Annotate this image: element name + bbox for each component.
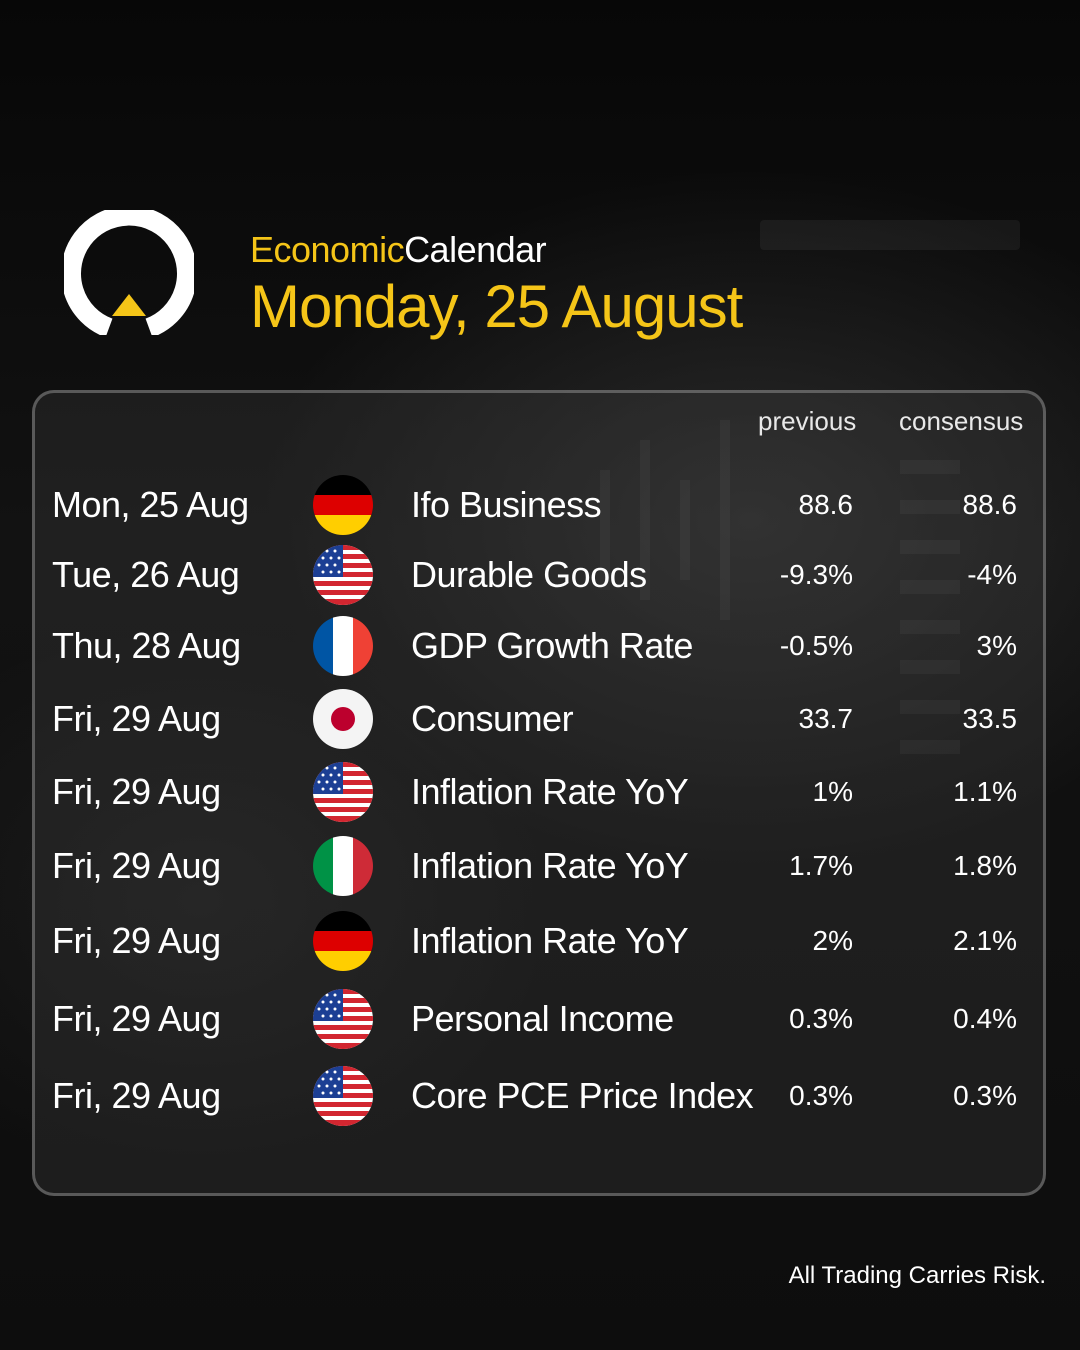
event-previous: 33.7: [798, 703, 854, 734]
event-consensus: 3%: [976, 630, 1017, 661]
table-row: Fri, 29 Aug Inflation Rate YoY 2% 2.1%: [0, 911, 1080, 971]
event-name: Ifo Business: [411, 484, 602, 525]
event-date: Thu, 28 Aug: [52, 625, 241, 666]
table-row: Fri, 29 Aug Personal Income 0.3% 0.4%: [0, 989, 1080, 1049]
page-title: Monday, 25 August: [250, 273, 743, 340]
event-name: Consumer: [411, 698, 574, 739]
event-previous: 0.3%: [789, 1003, 853, 1034]
event-name: GDP Growth Rate: [411, 625, 693, 666]
table-row: Tue, 26 Aug Durable Goods -9.3% -4%: [0, 545, 1080, 605]
event-previous: 0.3%: [789, 1080, 853, 1111]
header-title-word1: Economic: [250, 229, 405, 270]
usa-flag-icon: [313, 989, 373, 1049]
header-title: EconomicCalendar: [250, 228, 547, 272]
event-consensus: 1.1%: [953, 776, 1017, 807]
event-date: Fri, 29 Aug: [52, 845, 221, 886]
event-previous: -9.3%: [779, 559, 853, 590]
table-row: Fri, 29 Aug Inflation Rate YoY 1% 1.1%: [0, 762, 1080, 822]
france-flag-icon: [313, 616, 373, 676]
event-previous: 2%: [812, 925, 853, 956]
germany-flag-icon: [313, 911, 373, 971]
event-consensus: 1.8%: [953, 850, 1017, 881]
event-consensus: 88.6: [962, 489, 1018, 520]
header-title-word2: Calendar: [404, 229, 547, 270]
event-previous: -0.5%: [779, 630, 853, 661]
usa-flag-icon: [313, 545, 373, 605]
event-previous: 1%: [812, 776, 853, 807]
event-date: Fri, 29 Aug: [52, 771, 221, 812]
event-date: Mon, 25 Aug: [52, 484, 249, 525]
column-header-consensus: consensus: [899, 406, 1024, 436]
event-name: Inflation Rate YoY: [411, 845, 689, 886]
event-previous: 1.7%: [789, 850, 853, 881]
table-row: Fri, 29 Aug Core PCE Price Index 0.3% 0.…: [0, 1066, 1080, 1126]
table-row: Fri, 29 Aug Consumer 33.7 33.5: [0, 689, 1080, 749]
table-row: Thu, 28 Aug GDP Growth Rate -0.5% 3%: [0, 616, 1080, 676]
event-consensus: 2.1%: [953, 925, 1017, 956]
column-header-previous: previous: [758, 406, 857, 436]
event-name: Durable Goods: [411, 554, 647, 595]
table-row: Mon, 25 Aug Ifo Business 88.6 88.6: [0, 475, 1080, 535]
japan-flag-icon: [313, 689, 373, 749]
table-row: Fri, 29 Aug Inflation Rate YoY 1.7% 1.8%: [0, 836, 1080, 896]
event-consensus: 0.4%: [953, 1003, 1017, 1034]
risk-disclaimer: All Trading Carries Risk.: [788, 1262, 1046, 1289]
calendar-panel: [32, 390, 1046, 1196]
event-date: Tue, 26 Aug: [52, 554, 240, 595]
germany-flag-icon: [313, 475, 373, 535]
event-name: Inflation Rate YoY: [411, 920, 689, 961]
event-name: Personal Income: [411, 998, 674, 1039]
event-consensus: 33.5: [962, 703, 1018, 734]
usa-flag-icon: [313, 762, 373, 822]
event-date: Fri, 29 Aug: [52, 1075, 221, 1116]
usa-flag-icon: [313, 1066, 373, 1126]
brand-logo: [64, 210, 194, 335]
event-date: Fri, 29 Aug: [52, 998, 221, 1039]
event-name: Core PCE Price Index: [411, 1075, 754, 1116]
event-name: Inflation Rate YoY: [411, 771, 689, 812]
event-consensus: -4%: [967, 559, 1017, 590]
event-date: Fri, 29 Aug: [52, 698, 221, 739]
event-consensus: 0.3%: [953, 1080, 1017, 1111]
italy-flag-icon: [313, 836, 373, 896]
event-date: Fri, 29 Aug: [52, 920, 221, 961]
event-previous: 88.6: [798, 489, 854, 520]
